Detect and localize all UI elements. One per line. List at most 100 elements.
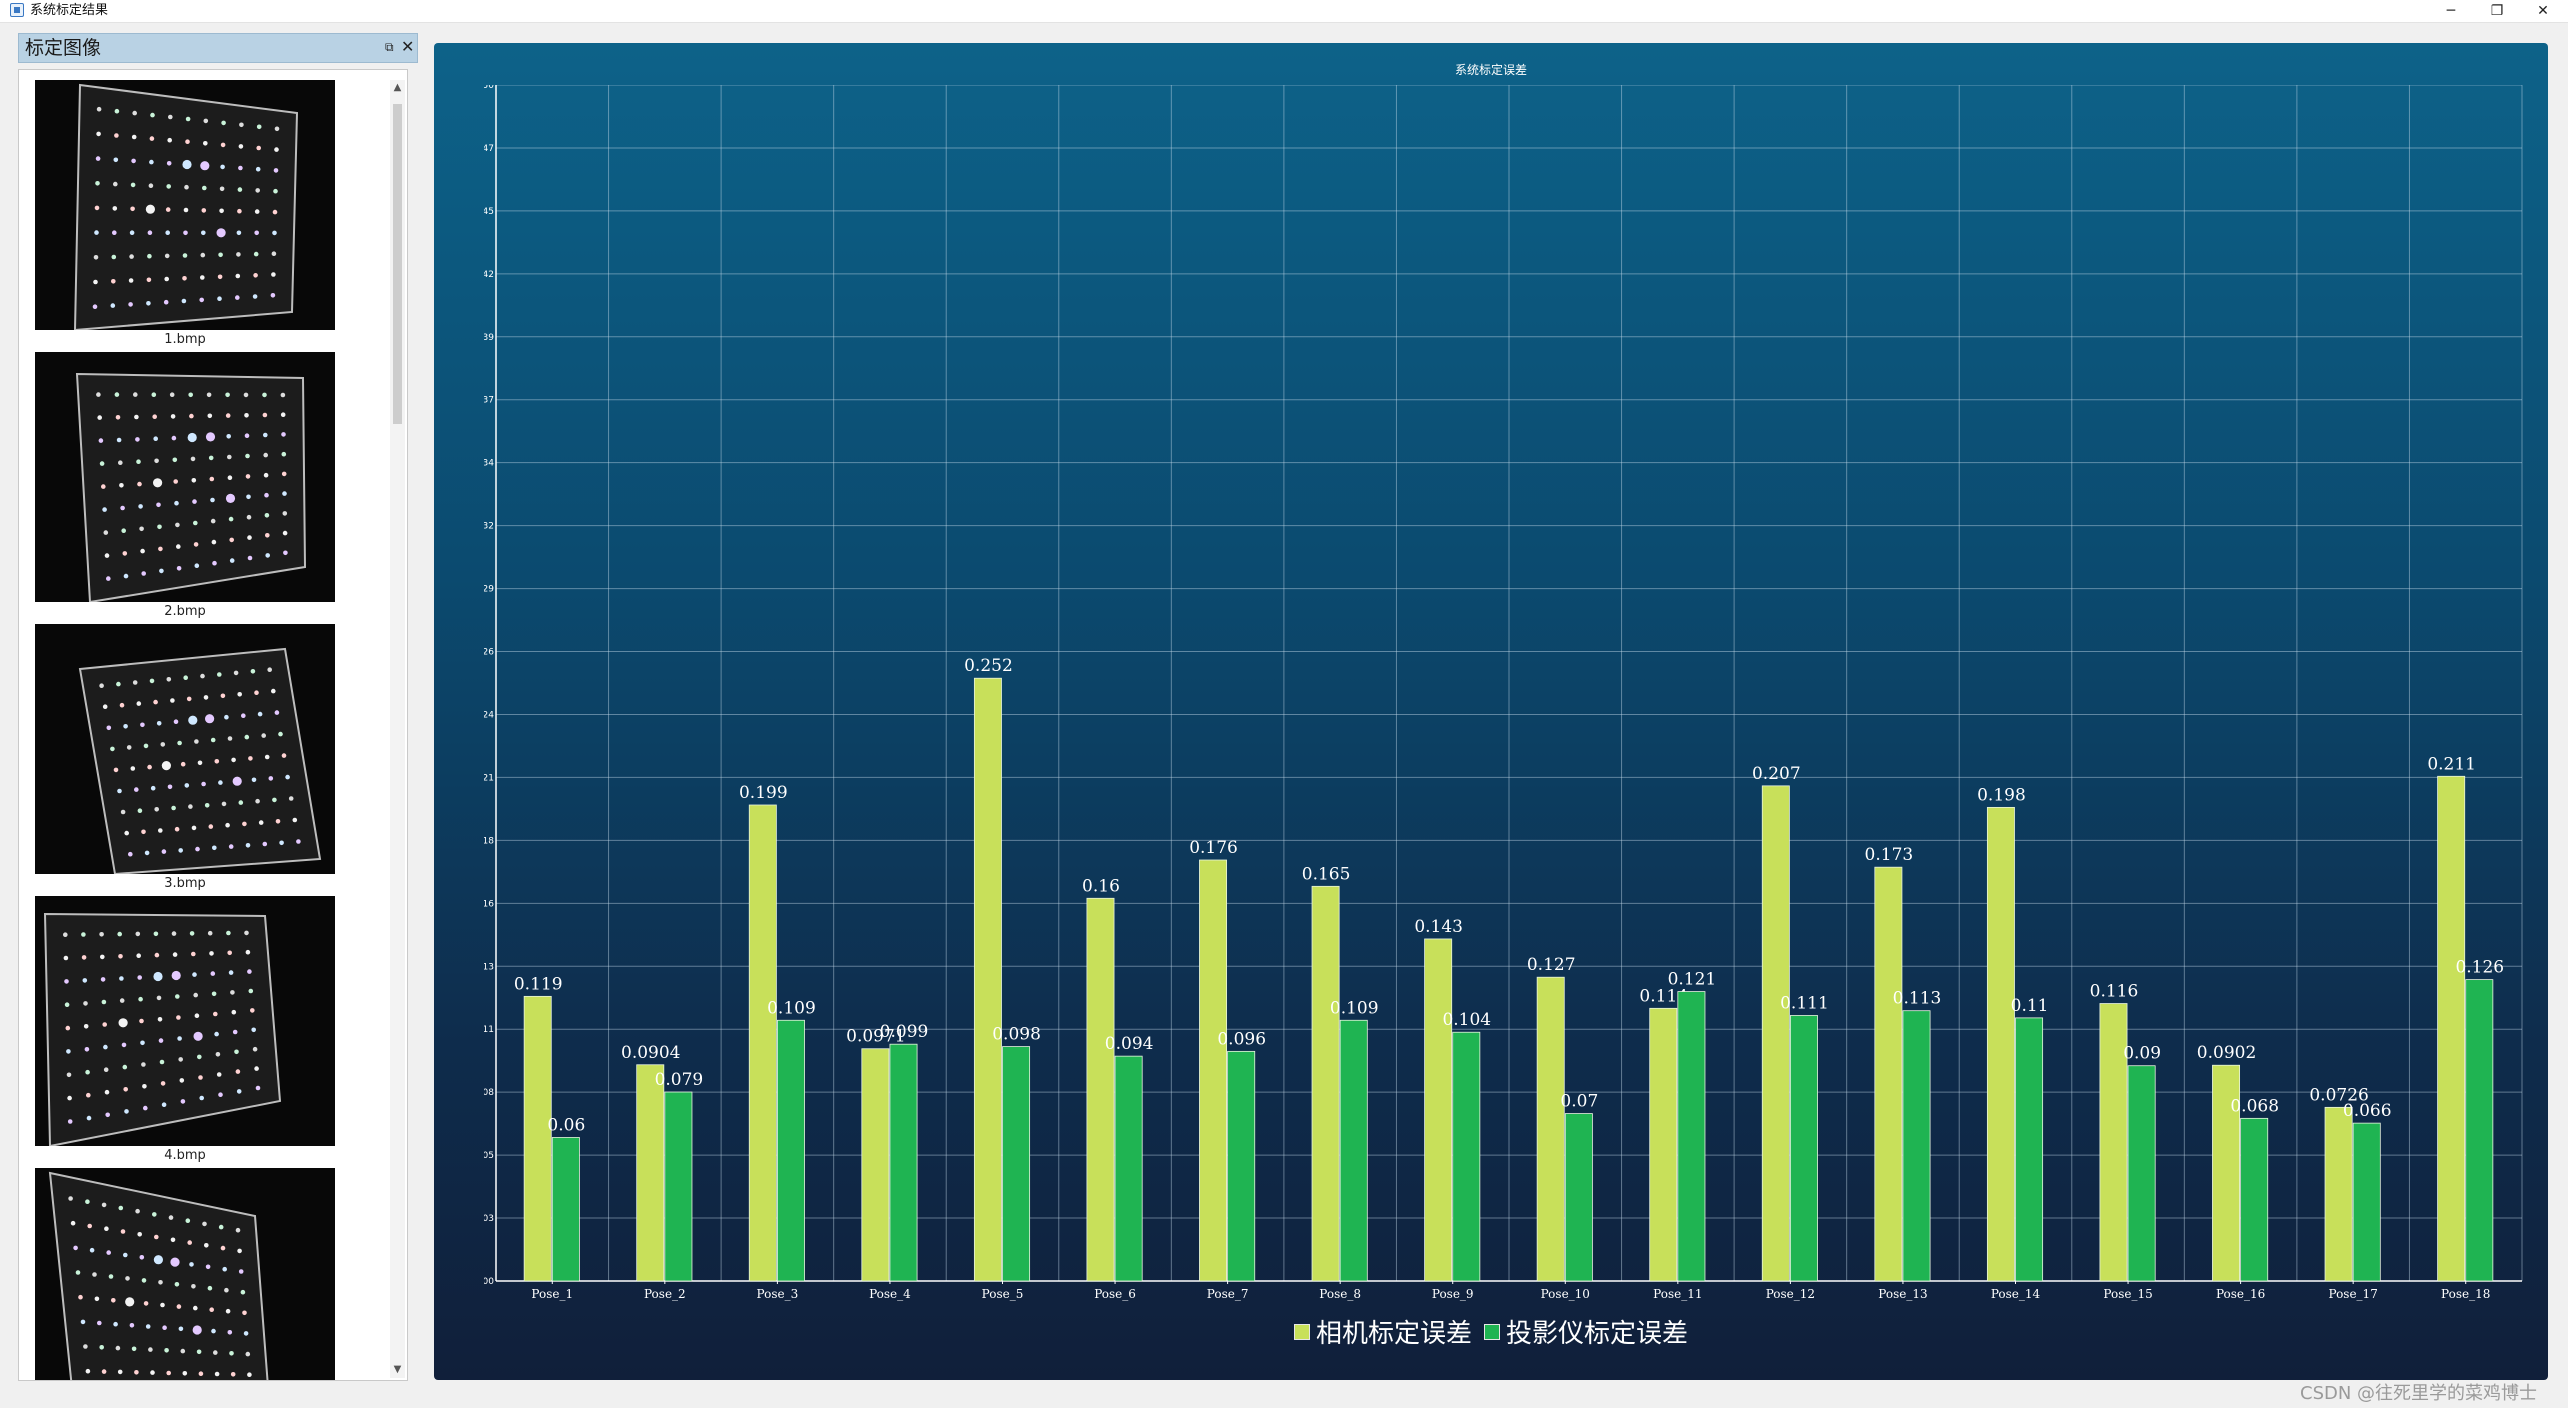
dock-close-icon[interactable]: ✕	[401, 37, 415, 56]
bar-camera	[1311, 885, 1340, 1282]
bar-camera	[2324, 1106, 2353, 1282]
y-tick-label: 0.29	[484, 585, 494, 595]
bar-camera	[1424, 938, 1453, 1282]
bar-projector	[2015, 1017, 2044, 1282]
data-label: 0.113	[1893, 989, 1942, 1009]
float-icon[interactable]: ⧉	[385, 40, 394, 54]
x-tick-label: Pose_8	[1319, 1287, 1362, 1301]
bar-camera	[1086, 897, 1115, 1282]
data-label: 0.11	[2011, 996, 2049, 1016]
app-icon	[10, 3, 24, 17]
x-tick-label: Pose_4	[869, 1287, 911, 1301]
data-label: 0.126	[2455, 958, 2504, 978]
vertical-scrollbar[interactable]: ▲ ▼	[390, 80, 405, 1378]
data-label: 0.111	[1780, 993, 1829, 1013]
x-tick-label: Pose_9	[1431, 1287, 1474, 1301]
y-tick-label: 0.42	[484, 270, 494, 280]
data-label: 0.207	[1752, 764, 1801, 784]
calibration-image	[35, 624, 335, 874]
bar-camera	[523, 995, 552, 1282]
scroll-up-arrow-icon[interactable]: ▲	[393, 82, 402, 93]
calibration-image	[35, 80, 335, 330]
bar-camera	[1874, 866, 1903, 1282]
bar-projector	[776, 1019, 805, 1282]
data-label: 0.079	[655, 1070, 704, 1090]
y-tick-label: 0.39	[484, 333, 494, 343]
bar-projector	[1114, 1055, 1143, 1282]
y-tick-label: 0.32	[484, 522, 494, 532]
y-tick-label: 0.03	[484, 1214, 494, 1224]
data-label: 0.198	[1977, 785, 2026, 805]
bar-camera	[1986, 806, 2015, 1282]
minimize-button[interactable]: ─	[2446, 3, 2456, 19]
data-label: 0.094	[1105, 1034, 1154, 1054]
y-tick-label: 0.13	[484, 962, 494, 972]
bar-projector	[1902, 1010, 1931, 1282]
y-tick-label: 0.16	[484, 899, 494, 909]
legend-label: 相机标定误差	[1315, 1319, 1472, 1349]
window-titlebar: 系统标定结果 ─ ❐ ✕	[0, 0, 2568, 23]
data-label: 0.199	[739, 783, 788, 803]
y-tick-label: 0.18	[484, 836, 494, 846]
bar-projector	[2352, 1122, 2381, 1282]
data-label: 0.143	[1414, 917, 1463, 937]
x-tick-label: Pose_15	[2103, 1287, 2153, 1301]
scroll-down-arrow-icon[interactable]: ▼	[393, 1364, 402, 1375]
bar-camera	[2099, 1003, 2128, 1282]
data-label: 0.109	[767, 998, 816, 1018]
x-tick-label: Pose_14	[1990, 1287, 2041, 1301]
bar-camera	[1199, 859, 1228, 1282]
data-label: 0.104	[1442, 1010, 1491, 1030]
bar-projector	[1789, 1015, 1818, 1282]
calibration-image	[35, 1168, 335, 1380]
thumbnail-caption: 2.bmp	[164, 604, 206, 619]
bar-projector	[1677, 991, 1706, 1282]
x-tick-label: Pose_10	[1540, 1287, 1590, 1301]
y-tick-label: 0.26	[484, 648, 494, 658]
y-tick-label: 0.05	[484, 1151, 494, 1161]
data-label: 0.096	[1217, 1029, 1266, 1049]
bar-camera	[2212, 1064, 2241, 1282]
bar-camera	[2437, 775, 2466, 1282]
bar-projector	[2127, 1065, 2156, 1282]
y-tick-label: 0.24	[484, 710, 494, 720]
legend-item[interactable]: 投影仪标定误差	[1484, 1313, 1688, 1350]
y-tick-label: 0.50	[484, 85, 494, 91]
y-tick-label: 0.47	[484, 144, 494, 154]
bar-projector	[1227, 1050, 1256, 1282]
data-label: 0.07	[1560, 1092, 1598, 1112]
y-tick-label: 0.00	[484, 1277, 494, 1284]
close-button[interactable]: ✕	[2537, 3, 2549, 19]
restore-button[interactable]: ❐	[2490, 3, 2504, 19]
y-tick-label: 0.08	[484, 1088, 494, 1098]
scrollbar-thumb[interactable]	[393, 104, 402, 424]
chart-legend: 相机标定误差 投影仪标定误差	[434, 1313, 2548, 1350]
data-label: 0.098	[992, 1025, 1041, 1045]
data-label: 0.116	[2090, 982, 2139, 1002]
data-label: 0.176	[1189, 838, 1238, 858]
chart-title: 系统标定误差	[1454, 63, 1527, 77]
image-list: 1.bmp 2.bmp 3.bmp 4.bmp ▲ ▼	[18, 69, 408, 1381]
x-tick-label: Pose_1	[531, 1287, 574, 1301]
legend-item[interactable]: 相机标定误差	[1293, 1313, 1472, 1350]
bar-camera	[1536, 976, 1565, 1282]
bar-camera	[973, 677, 1002, 1282]
dock-header: 标定图像 ⧉ ✕	[18, 33, 418, 63]
plot-area: 0.00 0.03 0.05 0.08 0.11 0.13 0.16 0.18 0.21 0.24…	[484, 85, 2524, 1284]
bar-projector	[2240, 1117, 2269, 1282]
data-label: 0.0971	[846, 1027, 905, 1047]
data-label: 0.06	[547, 1115, 585, 1135]
image-dock-panel: 标定图像 ⧉ ✕ 1.bmp 2.bmp 3.bmp 4.bmp ▲ ▼	[18, 33, 418, 1381]
bar-projector	[2465, 979, 2494, 1282]
y-tick-label: 0.21	[484, 773, 494, 783]
x-tick-label: Pose_11	[1653, 1287, 1703, 1301]
x-tick-label: Pose_3	[756, 1287, 799, 1301]
bar-camera	[1761, 785, 1790, 1282]
bar-projector	[1002, 1046, 1031, 1282]
bar-camera	[861, 1048, 890, 1282]
data-label: 0.114	[1639, 986, 1688, 1006]
y-tick-label: 0.34	[484, 459, 494, 469]
x-tick-label: Pose_17	[2328, 1287, 2378, 1301]
data-label: 0.127	[1527, 955, 1576, 975]
data-label: 0.121	[1668, 970, 1717, 990]
